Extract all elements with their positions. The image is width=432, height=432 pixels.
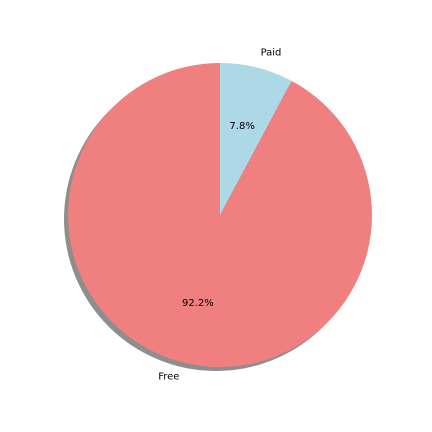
pie-slice-paid: [220, 63, 292, 215]
pie-category-label-paid: Paid: [261, 47, 282, 58]
pie-labels: 92.2% Free 7.8% Paid: [158, 47, 281, 382]
pie-pct-label-paid: 7.8%: [229, 121, 254, 132]
pie-slices: [68, 63, 372, 367]
pie-category-label-free: Free: [158, 372, 179, 383]
pie-pct-label-free: 92.2%: [182, 298, 214, 309]
